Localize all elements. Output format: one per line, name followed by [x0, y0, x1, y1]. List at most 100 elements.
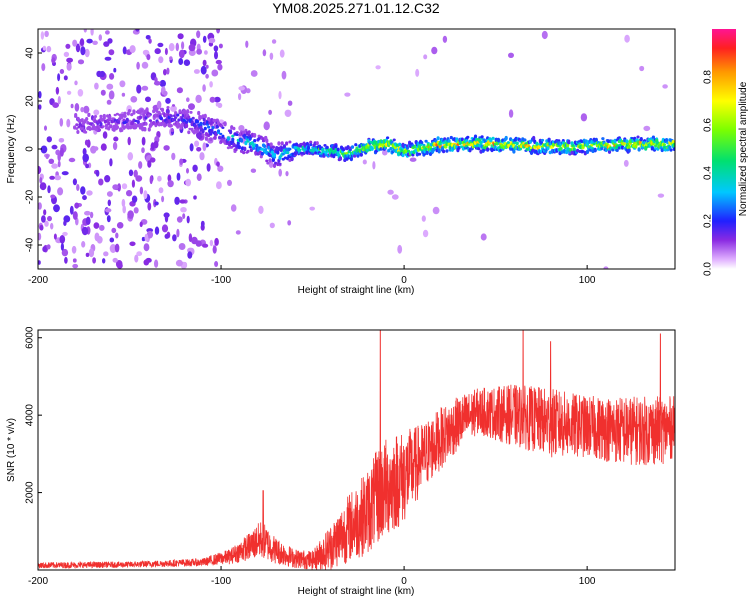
heatmap-ridge-cell [611, 148, 615, 152]
snr-panel: -200 -100 0 100 2000 4000 6000 Height of stra… [6, 326, 676, 597]
heatmap-noise-cell [163, 145, 170, 151]
heatmap-noise-cell [136, 61, 140, 70]
heatmap-noise-cell [57, 187, 64, 196]
heatmap-noise-cell [193, 69, 200, 74]
heatmap-ridge-cell [411, 153, 415, 157]
heatmap-noise-cell [39, 177, 43, 184]
heatmap-noise-cell [114, 243, 120, 253]
heatmap-ridge-cell [191, 116, 195, 120]
heatmap-noise-cell [92, 40, 98, 45]
heatmap-ridge-cell [160, 107, 165, 113]
heatmap-x-ticks: -200 -100 0 100 [28, 265, 596, 286]
heatmap-ridge-cell [605, 143, 609, 146]
colorbar-tick-label: 0.4 [703, 166, 714, 180]
heatmap-x-tick-label: -200 [28, 275, 48, 286]
heatmap-ridge-cell [270, 150, 274, 154]
heatmap-noise-cell [192, 164, 198, 172]
heatmap-noise-cell [107, 199, 112, 207]
heatmap-x-label: Height of straight line (km) [298, 285, 415, 296]
colorbar-ticks: 0.0 0.2 0.4 0.6 0.8 [703, 70, 714, 276]
heatmap-noise-cell [129, 241, 136, 247]
heatmap-noise-cell [164, 233, 170, 239]
heatmap-ridge-cell [515, 141, 519, 145]
heatmap-ridge-cell [93, 115, 98, 118]
snr-y-tick-label: 6000 [25, 326, 36, 349]
heatmap-ridge-cell [417, 152, 422, 156]
heatmap-noise-cell [149, 175, 153, 185]
heatmap-noise-cell [176, 87, 183, 94]
heatmap-ridge-cell [342, 148, 346, 152]
heatmap-noise-cell [106, 191, 113, 197]
heatmap-ridge-cell [500, 143, 504, 147]
heatmap-noise-cell [186, 168, 189, 174]
heatmap-noise-cell [309, 206, 316, 211]
heatmap-noise-cell [238, 93, 242, 101]
heatmap-noise-cell [432, 206, 440, 215]
heatmap-noise-cell [141, 136, 146, 146]
heatmap-noise-cell [99, 224, 105, 231]
heatmap-noise-cell [174, 196, 180, 205]
heatmap-noise-cell [65, 43, 71, 49]
heatmap-ridge-cell [514, 136, 518, 141]
heatmap-noise-cell [38, 202, 42, 210]
heatmap-noise-cell [214, 51, 218, 60]
heatmap-noise-cell [175, 259, 183, 267]
heatmap-ridge-cell [127, 109, 132, 113]
heatmap-noise-cell [82, 153, 89, 163]
heatmap-ridge-cell [567, 139, 571, 144]
heatmap-noise-cell [375, 65, 381, 70]
heatmap-noise-cell [431, 46, 438, 55]
heatmap-noise-cell [167, 180, 174, 188]
heatmap-noise-cell [279, 49, 285, 58]
heatmap-noise-cell [199, 152, 205, 161]
heatmap-noise-cell [391, 194, 399, 200]
heatmap-noise-cell [38, 260, 41, 265]
heatmap-noise-cell [133, 207, 139, 214]
heatmap-ridge-cell [107, 121, 111, 126]
heatmap-ridge-cell [359, 152, 363, 157]
heatmap-noise-cell [144, 233, 149, 242]
heatmap-ridge-cell [108, 118, 112, 121]
heatmap-ridge-cell [159, 116, 163, 121]
heatmap-noise-cell [215, 102, 219, 107]
heatmap-noise-cell [72, 178, 77, 186]
heatmap-ridge-cell [532, 135, 536, 141]
heatmap-noise-cell [206, 163, 211, 172]
heatmap-noise-cell [109, 244, 117, 253]
heatmap-ridge-cell [211, 126, 215, 130]
heatmap-noise-cell [423, 54, 428, 60]
heatmap-ridge-cell [489, 138, 493, 143]
heatmap-noise-cell [94, 82, 99, 90]
heatmap-ridge-cell [269, 142, 273, 147]
heatmap-ridge-cell [88, 126, 92, 131]
heatmap-noise-cell [44, 30, 49, 38]
heatmap-noise-cell [66, 118, 71, 128]
heatmap-ridge-cell [305, 141, 309, 147]
heatmap-noise-cell [70, 103, 74, 109]
heatmap-noise-cell [53, 204, 60, 213]
heatmap-noise-cell [106, 215, 111, 223]
heatmap-noise-cell [86, 38, 93, 44]
heatmap-noise-cell [141, 85, 149, 91]
heatmap-noise-cell [136, 251, 143, 257]
heatmap-y-tick-label: -40 [25, 237, 36, 252]
heatmap-ridge-cell [209, 137, 213, 142]
snr-frame [37, 329, 676, 571]
colorbar-tick-label: 0.2 [703, 214, 714, 228]
heatmap-noise-cell [57, 160, 61, 168]
heatmap-y-tick-label: 0 [25, 146, 36, 152]
heatmap-ridge-cell [189, 110, 193, 114]
heatmap-noise-cell [85, 252, 90, 257]
heatmap-ridge-cell [265, 159, 269, 163]
heatmap-ridge-cell [153, 108, 157, 112]
heatmap-ridge-cell [651, 135, 656, 139]
heatmap-noise-cell [127, 210, 134, 219]
chart-title: YM08.2025.271.01.12.C32 [272, 0, 440, 16]
heatmap-noise-cell [51, 144, 58, 150]
heatmap-noise-cell [46, 45, 52, 53]
heatmap-noise-cell [58, 138, 65, 143]
heatmap-ridge-cell [171, 104, 176, 107]
heatmap-noise-cell [105, 208, 112, 213]
heatmap-noise-cell [40, 31, 45, 40]
